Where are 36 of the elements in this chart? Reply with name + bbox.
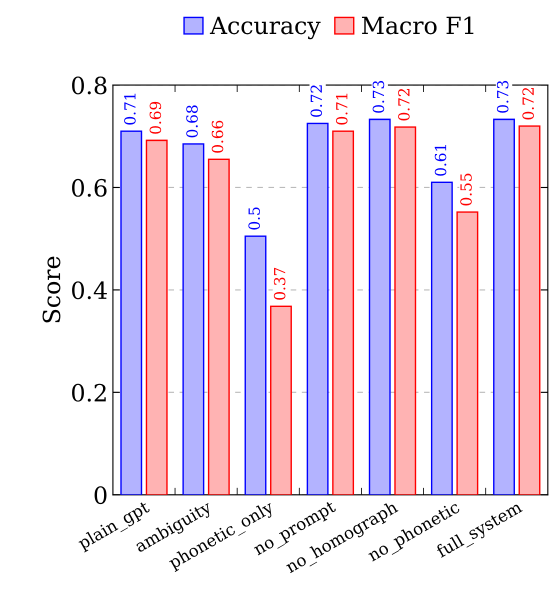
legend-label: Accuracy <box>210 16 321 40</box>
bar <box>182 143 204 495</box>
bar <box>430 182 453 495</box>
data-label: 0.71 <box>124 94 136 125</box>
data-label: 0.73 <box>496 80 508 113</box>
y-axis-title: Score <box>42 256 60 322</box>
data-label: 0.5 <box>248 207 260 230</box>
data-label: 0.68 <box>186 105 198 138</box>
y-tick-label: 0.8 <box>72 76 106 94</box>
bar <box>270 306 292 495</box>
y-tick-label: 0.2 <box>72 384 106 402</box>
y-tick-label: 0.4 <box>72 281 107 300</box>
bar <box>120 130 142 495</box>
data-label: 0.55 <box>460 174 472 206</box>
data-label: 0.72 <box>310 85 322 117</box>
data-label: 0.73 <box>372 80 384 113</box>
data-label: 0.66 <box>212 120 224 153</box>
bar <box>456 211 478 495</box>
data-label: 0.37 <box>274 268 286 300</box>
data-label: 0.69 <box>150 102 162 134</box>
legend-label: Macro F1 <box>362 16 474 34</box>
data-label: 0.72 <box>522 88 534 120</box>
bar <box>306 122 329 495</box>
bar <box>244 235 266 495</box>
bar <box>146 140 168 495</box>
bar <box>518 125 540 495</box>
bar <box>394 126 416 495</box>
data-label: 0.61 <box>434 144 446 176</box>
bar <box>332 130 354 495</box>
y-tick-label: 0 <box>94 486 106 504</box>
data-label: 0.71 <box>336 94 348 125</box>
data-label: 0.72 <box>398 88 410 120</box>
bar <box>208 158 230 495</box>
y-tick-label: 0.6 <box>72 178 107 197</box>
bar <box>368 118 391 495</box>
bar <box>493 118 515 495</box>
